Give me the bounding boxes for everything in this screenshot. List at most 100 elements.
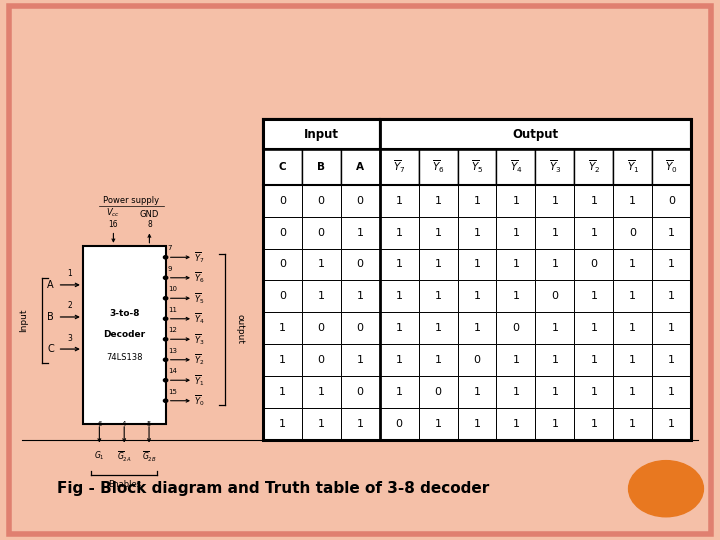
Text: 0: 0: [513, 323, 519, 333]
Bar: [457, 185, 497, 217]
Text: Input: Input: [304, 127, 338, 140]
Text: 74LS138: 74LS138: [106, 354, 143, 362]
Text: 1: 1: [356, 419, 364, 429]
Text: 0: 0: [356, 195, 364, 206]
Bar: [302, 280, 341, 312]
Bar: [263, 408, 302, 440]
Text: 1: 1: [513, 419, 519, 429]
Circle shape: [163, 358, 168, 361]
Text: GND: GND: [140, 210, 159, 219]
Text: 11: 11: [168, 307, 177, 313]
Text: 9: 9: [168, 266, 172, 272]
Text: 1: 1: [279, 419, 286, 429]
Text: 1: 1: [318, 292, 325, 301]
Bar: [418, 345, 457, 376]
Text: 3-to-8: 3-to-8: [109, 309, 140, 318]
Bar: [379, 312, 418, 345]
Text: 1: 1: [590, 419, 598, 429]
Text: output: output: [236, 314, 245, 345]
Text: 1: 1: [395, 323, 402, 333]
Bar: [302, 217, 341, 248]
Bar: [418, 248, 457, 280]
Text: 1: 1: [629, 387, 636, 397]
Text: 1: 1: [435, 195, 441, 206]
Text: 10: 10: [168, 286, 177, 292]
Text: 1: 1: [552, 195, 559, 206]
Bar: [379, 408, 418, 440]
Text: 3: 3: [68, 334, 72, 342]
Text: Input: Input: [19, 309, 28, 332]
Bar: [536, 345, 575, 376]
Text: $\overline{Y}_4$: $\overline{Y}_4$: [510, 159, 522, 175]
Text: 1: 1: [668, 227, 675, 238]
Bar: [341, 312, 379, 345]
Text: 1: 1: [356, 355, 364, 365]
Bar: [613, 376, 652, 408]
Text: 6: 6: [97, 421, 102, 427]
Text: 1: 1: [474, 260, 480, 269]
Text: $\overline{Y}_0$: $\overline{Y}_0$: [665, 159, 678, 175]
Text: 1: 1: [590, 195, 598, 206]
Bar: [652, 312, 691, 345]
Text: 1: 1: [668, 419, 675, 429]
Bar: [341, 376, 379, 408]
Text: 1: 1: [668, 387, 675, 397]
Bar: [457, 376, 497, 408]
Text: 1: 1: [318, 260, 325, 269]
Text: 14: 14: [168, 368, 176, 374]
Bar: [263, 248, 302, 280]
Bar: [263, 119, 691, 440]
Bar: [263, 119, 379, 150]
Bar: [418, 312, 457, 345]
Bar: [263, 345, 302, 376]
Text: 0: 0: [356, 260, 364, 269]
Bar: [613, 150, 652, 185]
Text: 1: 1: [629, 323, 636, 333]
Bar: [302, 408, 341, 440]
Bar: [652, 376, 691, 408]
Text: 1: 1: [279, 323, 286, 333]
Text: 4: 4: [122, 421, 127, 427]
Text: 5: 5: [147, 421, 151, 427]
Text: 1: 1: [395, 387, 402, 397]
Bar: [457, 280, 497, 312]
Bar: [575, 217, 613, 248]
Circle shape: [163, 379, 168, 382]
Bar: [613, 345, 652, 376]
Bar: [575, 280, 613, 312]
Text: 0: 0: [279, 260, 286, 269]
Bar: [263, 150, 302, 185]
Text: 1: 1: [513, 195, 519, 206]
Text: 1: 1: [590, 323, 598, 333]
Text: 1: 1: [395, 195, 402, 206]
Text: 1: 1: [474, 419, 480, 429]
Bar: [379, 150, 418, 185]
Bar: [536, 150, 575, 185]
Text: 1: 1: [395, 292, 402, 301]
Bar: [575, 150, 613, 185]
Text: 12: 12: [168, 327, 176, 333]
Text: 0: 0: [279, 292, 286, 301]
Text: 1: 1: [474, 227, 480, 238]
Bar: [302, 248, 341, 280]
Text: $\overline{Y}_1$: $\overline{Y}_1$: [626, 159, 639, 175]
Bar: [536, 312, 575, 345]
Text: Decoder: Decoder: [103, 330, 145, 339]
Text: B: B: [318, 162, 325, 172]
Bar: [652, 217, 691, 248]
Text: 1: 1: [552, 419, 559, 429]
Text: $\overline{Y}_{1}$: $\overline{Y}_{1}$: [194, 373, 204, 388]
Bar: [302, 150, 341, 185]
Text: $\overline{Y}_5$: $\overline{Y}_5$: [471, 159, 483, 175]
Bar: [379, 280, 418, 312]
Text: $\overline{Y}_{2}$: $\overline{Y}_{2}$: [194, 353, 204, 367]
Text: 0: 0: [629, 227, 636, 238]
Text: 1: 1: [513, 387, 519, 397]
Text: 1: 1: [668, 292, 675, 301]
Text: 1: 1: [590, 292, 598, 301]
Text: B: B: [48, 312, 54, 322]
Text: $V_{cc}$: $V_{cc}$: [107, 206, 120, 219]
Bar: [652, 408, 691, 440]
Text: 0: 0: [435, 387, 441, 397]
Text: 0: 0: [552, 292, 559, 301]
